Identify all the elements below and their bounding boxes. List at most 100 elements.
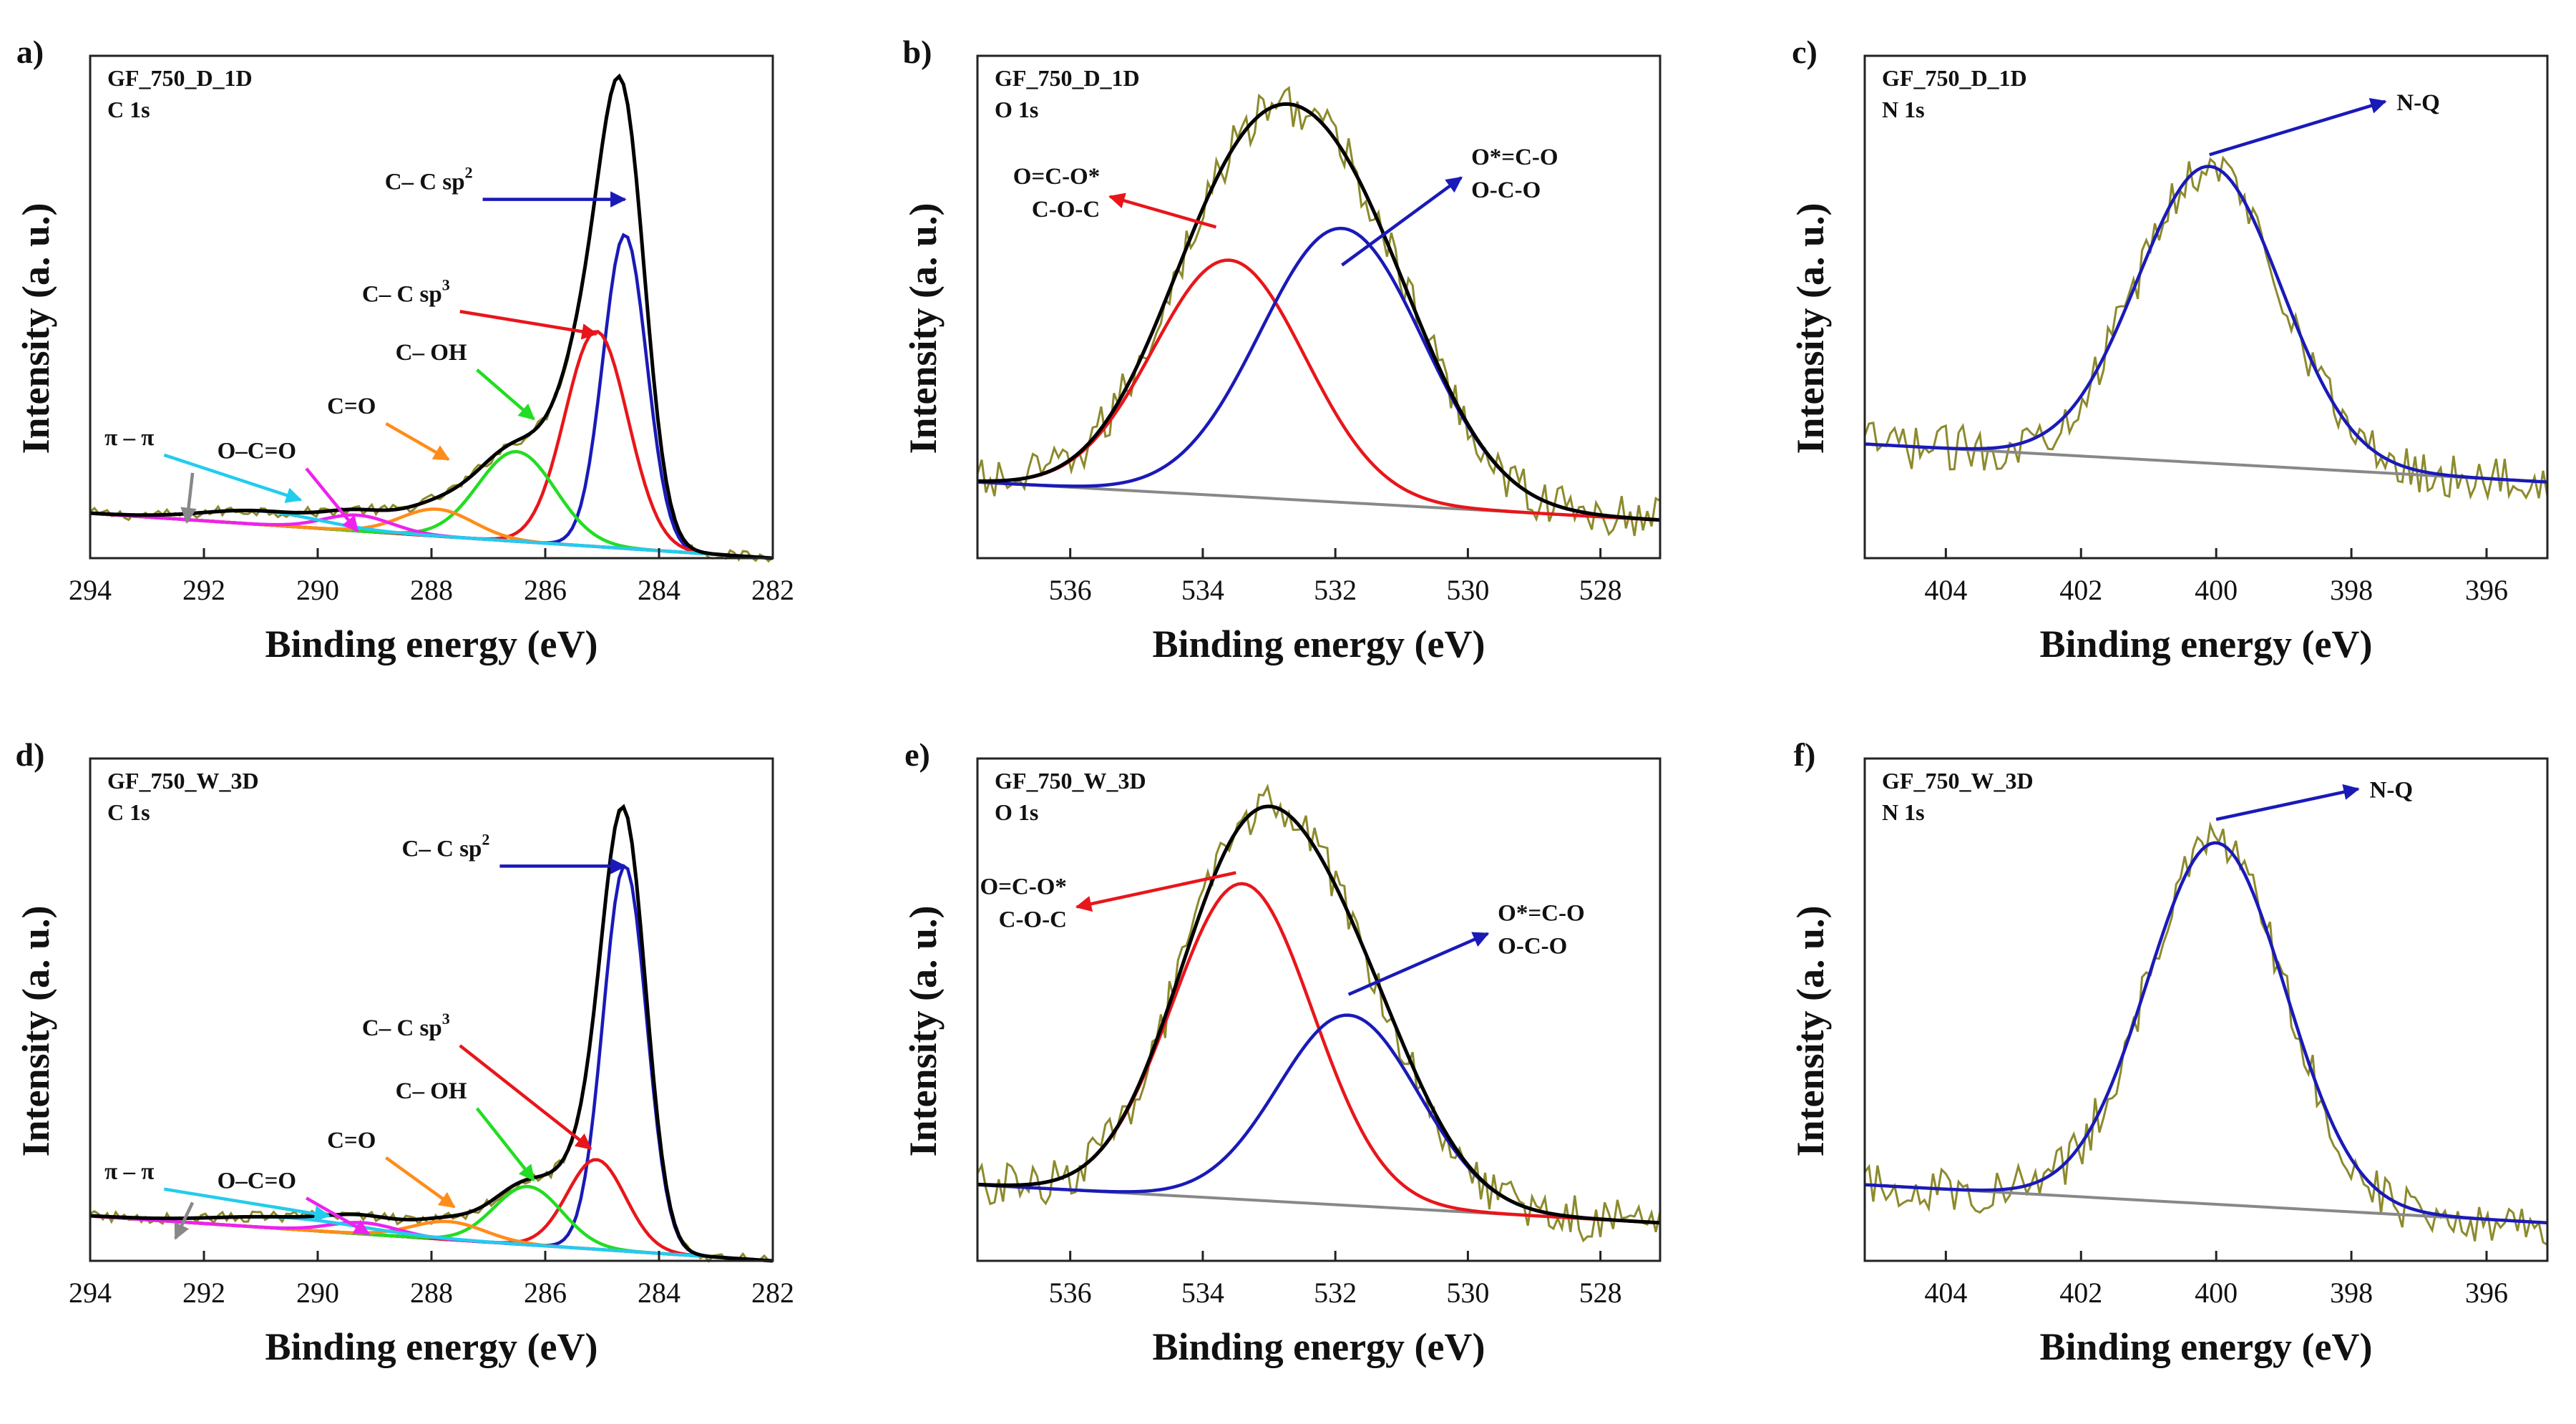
x-tick-label-5: 286 [524, 1277, 567, 1309]
annotation-label-3: C– OH [396, 1078, 467, 1104]
y-axis-title: Intensity (a. u.) [1789, 905, 1832, 1156]
x-tick-label-3: 290 [296, 1277, 339, 1309]
sample-name: GF_750_D_1D [1882, 65, 2027, 91]
x-axis-title: Binding energy (eV) [2040, 623, 2373, 665]
annotation-arrow-4 [385, 1156, 456, 1209]
annotation-label-2: C– C sp3 [362, 275, 450, 307]
annotation-label-2-2: O-C-O [1498, 934, 1567, 960]
sample-name: GF_750_W_3D [995, 768, 1146, 794]
x-tick-label-3: 400 [2195, 1277, 2238, 1309]
spectrum-label: O 1s [995, 97, 1038, 122]
annotation-label-5: O–C=O [218, 439, 296, 464]
envelope-line [977, 102, 1661, 522]
x-tick-label-4: 530 [1446, 1277, 1489, 1309]
x-tick-label-2: 292 [182, 574, 225, 606]
x-tick-label-5: 396 [2465, 574, 2508, 606]
x-tick-label-1: 404 [1924, 574, 1967, 606]
chart-panel-3: 404 402 400 398 396 Binding energy (eV) Intens… [1789, 34, 2549, 665]
spectrum-label: N 1s [1882, 97, 1925, 122]
y-axis-title: Intensity (a. u.) [14, 905, 57, 1156]
annotation-arrow-1 [2215, 784, 2360, 821]
x-tick-label-3: 290 [296, 574, 339, 606]
annotation-label-6: π – π [104, 1159, 154, 1185]
annotation-label-2-2: O-C-O [1471, 177, 1541, 203]
y-axis-title: Intensity (a. u.) [902, 203, 945, 454]
annotation-label-1: C– C sp2 [402, 830, 490, 862]
x-axis-title: Binding energy (eV) [265, 1325, 598, 1368]
annotation-arrow-5 [305, 1196, 371, 1236]
component-peak-2 [89, 330, 774, 560]
component-peak-2 [977, 1013, 1661, 1225]
raw-data-line [1863, 155, 2549, 502]
sample-name: GF_750_W_3D [107, 768, 259, 794]
annotation-arrow-4 [385, 422, 450, 462]
panel-label: b) [903, 34, 932, 70]
raw-data-line [89, 75, 774, 563]
x-tick-label-6: 284 [638, 574, 680, 606]
annotation-label-4: C=O [327, 394, 376, 419]
x-tick-label-3: 532 [1314, 1277, 1357, 1309]
plot-frame [976, 757, 1662, 1262]
x-tick-label-1: 294 [69, 1277, 112, 1309]
x-tick-label-7: 282 [751, 1277, 794, 1309]
raw-data-line [1863, 821, 2548, 1246]
x-axis-title: Binding energy (eV) [265, 623, 598, 665]
annotation-label-1-1: O=C-O* [1013, 164, 1100, 190]
component-peak-1 [977, 258, 1661, 522]
x-tick-label-2: 402 [2059, 574, 2102, 606]
x-tick-label-2: 292 [182, 1277, 225, 1309]
component-peak-2 [977, 226, 1661, 522]
spectrum-label: C 1s [107, 97, 150, 122]
x-tick-label-2: 534 [1181, 574, 1224, 606]
chart-panel-6: 404 402 400 398 396 Binding energy (eV) Intens… [1789, 736, 2549, 1368]
envelope-line [89, 73, 774, 560]
annotation-arrow-2 [1347, 932, 1490, 996]
x-tick-label-3: 532 [1314, 574, 1357, 606]
panel-label: e) [904, 736, 930, 773]
x-tick-label-4: 530 [1446, 574, 1489, 606]
annotation-label-6: π – π [104, 425, 154, 451]
x-axis-title: Binding energy (eV) [2040, 1325, 2373, 1368]
x-tick-label-5: 528 [1579, 1277, 1622, 1309]
annotation-label-1: N-Q [2370, 778, 2414, 804]
annotation-arrow-6 [163, 453, 303, 503]
y-axis-title: Intensity (a. u.) [902, 905, 945, 1156]
panel-label: a) [16, 34, 44, 70]
annotation-label-2: C– C sp3 [362, 1010, 450, 1041]
panel-label: f) [1794, 736, 1816, 773]
chart-panel-5: 536 534 532 530 528 Binding energy (eV) Intens… [902, 736, 1662, 1368]
x-tick-label-4: 398 [2330, 574, 2373, 606]
spectrum-label: N 1s [1882, 799, 1925, 825]
raw-data-line [976, 783, 1662, 1243]
annotation-superscript: 2 [465, 164, 473, 182]
annotation-superscript: 2 [482, 830, 489, 848]
x-tick-label-3: 400 [2195, 574, 2238, 606]
component-peak-1 [1864, 165, 2548, 484]
panel-label: d) [16, 736, 45, 773]
annotation-arrow-7 [174, 1201, 195, 1240]
chart-panel-4: 294 292 290 288 286 284 282 Binding energy (eV)… [14, 736, 794, 1368]
annotation-label-2-1: O*=C-O [1471, 145, 1558, 170]
sample-name: GF_750_D_1D [107, 65, 253, 91]
x-tick-label-1: 404 [1924, 1277, 1967, 1309]
annotation-arrow-7 [180, 472, 197, 525]
x-axis-title: Binding energy (eV) [1153, 1325, 1485, 1368]
x-tick-label-7: 282 [751, 574, 794, 606]
x-tick-label-4: 288 [410, 1277, 453, 1309]
x-tick-label-4: 288 [410, 574, 453, 606]
raw-data-line [976, 86, 1661, 537]
annotation-arrow-3 [476, 369, 535, 421]
panel-label: c) [1792, 34, 1818, 70]
sample-name: GF_750_D_1D [995, 65, 1140, 91]
annotation-arrow-3 [475, 1107, 535, 1181]
y-axis-title: Intensity (a. u.) [14, 203, 57, 454]
annotation-superscript: 3 [442, 275, 450, 293]
x-tick-label-2: 402 [2059, 1277, 2102, 1309]
annotation-arrow-1 [1108, 192, 1217, 229]
annotation-arrow-2 [1341, 176, 1463, 267]
chart-panel-1: 294 292 290 288 286 284 282 Binding energy (eV)… [14, 34, 794, 665]
plot-frame [1863, 54, 2549, 560]
annotation-superscript: 3 [442, 1010, 450, 1028]
chart-panel-2: 536 534 532 530 528 Binding energy (eV) Intens… [902, 34, 1662, 665]
